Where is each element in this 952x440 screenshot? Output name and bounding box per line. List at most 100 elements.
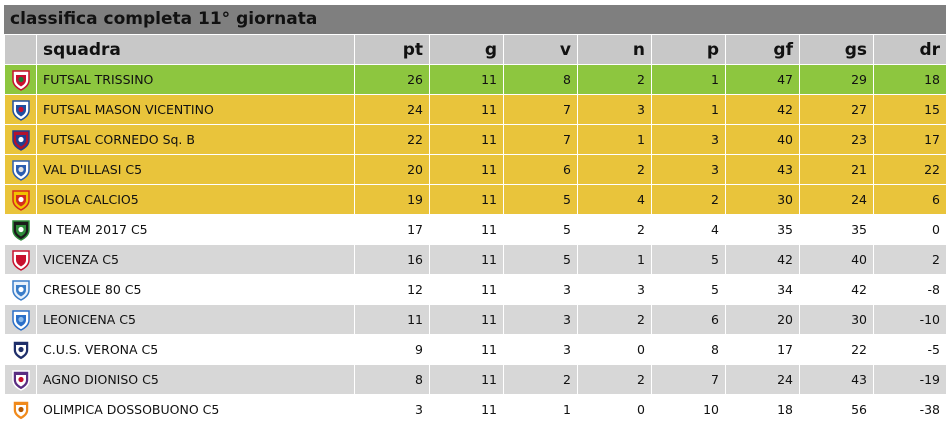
stat-pt: 17 [354,214,430,245]
stat-p: 2 [651,184,726,215]
stat-dr: -19 [873,364,947,395]
stat-gf: 18 [725,394,800,425]
mason-logo-icon [11,99,31,121]
stat-g: 11 [429,154,504,185]
team-name[interactable]: FUTSAL MASON VICENTINO [36,94,355,125]
standings-widget: classifica completa 11° giornata squadra… [4,5,947,425]
stat-pt: 12 [354,274,430,305]
stat-pt: 20 [354,154,430,185]
olimpica-logo-icon [11,399,31,421]
stat-g: 11 [429,274,504,305]
stat-n: 3 [577,274,652,305]
team-name[interactable]: VAL D'ILLASI C5 [36,154,355,185]
stat-gf: 24 [725,364,800,395]
stat-p: 10 [651,394,726,425]
stat-v: 3 [503,274,578,305]
stat-g: 11 [429,214,504,245]
stat-v: 1 [503,394,578,425]
stat-v: 2 [503,364,578,395]
stat-pt: 26 [354,64,430,95]
team-name[interactable]: OLIMPICA DOSSOBUONO C5 [36,394,355,425]
stat-v: 5 [503,214,578,245]
team-name[interactable]: ISOLA CALCIO5 [36,184,355,215]
stat-dr: -5 [873,334,947,365]
standings-title: classifica completa 11° giornata [4,5,946,34]
col-p-header: p [651,34,726,65]
col-gs-header: gs [799,34,874,65]
team-name[interactable]: C.U.S. VERONA C5 [36,334,355,365]
stat-gs: 56 [799,394,874,425]
leonicena-logo-icon [11,309,31,331]
stat-v: 5 [503,184,578,215]
trissino-logo-icon [11,69,31,91]
table-row: VAL D'ILLASI C5 20 11 6 2 3 43 21 22 [4,154,947,185]
stat-p: 6 [651,304,726,335]
table-row: LEONICENA C5 11 11 3 2 6 20 30 -10 [4,304,947,335]
stat-dr: 18 [873,64,947,95]
col-g-header: g [429,34,504,65]
stat-dr: 17 [873,124,947,155]
stat-p: 8 [651,334,726,365]
table-row: VICENZA C5 16 11 5 1 5 42 40 2 [4,244,947,275]
team-name[interactable]: FUTSAL CORNEDO Sq. B [36,124,355,155]
stat-gf: 17 [725,334,800,365]
stat-gs: 24 [799,184,874,215]
col-team-header: squadra [36,34,355,65]
table-row: N TEAM 2017 C5 17 11 5 2 4 35 35 0 [4,214,947,245]
col-pt-header: pt [354,34,430,65]
team-name[interactable]: AGNO DIONISO C5 [36,364,355,395]
team-name[interactable]: LEONICENA C5 [36,304,355,335]
illasi-logo-icon [11,159,31,181]
header-row: squadra pt g v n p gf gs dr [4,34,947,65]
stat-n: 2 [577,214,652,245]
col-v-header: v [503,34,578,65]
team-name[interactable]: N TEAM 2017 C5 [36,214,355,245]
stat-p: 3 [651,154,726,185]
stat-g: 11 [429,244,504,275]
stat-pt: 22 [354,124,430,155]
col-gf-header: gf [725,34,800,65]
stat-gs: 23 [799,124,874,155]
stat-n: 0 [577,334,652,365]
stat-n: 1 [577,124,652,155]
stat-n: 2 [577,304,652,335]
table-row: FUTSAL MASON VICENTINO 24 11 7 3 1 42 27 15 [4,94,947,125]
stat-g: 11 [429,124,504,155]
agno-logo-icon [11,369,31,391]
stat-gf: 43 [725,154,800,185]
stat-g: 11 [429,394,504,425]
cus-verona-logo-icon [11,339,31,361]
stat-n: 2 [577,364,652,395]
team-name[interactable]: CRESOLE 80 C5 [36,274,355,305]
stat-gf: 42 [725,244,800,275]
cresole-logo-icon [11,279,31,301]
team-logo-cell [4,244,37,275]
stat-p: 5 [651,244,726,275]
cornedo-logo-icon [11,129,31,151]
stat-gf: 42 [725,94,800,125]
stat-gs: 43 [799,364,874,395]
col-dr-header: dr [873,34,947,65]
stat-dr: -10 [873,304,947,335]
stat-dr: 15 [873,94,947,125]
team-name[interactable]: VICENZA C5 [36,244,355,275]
table-row: FUTSAL CORNEDO Sq. B 22 11 7 1 3 40 23 17 [4,124,947,155]
stat-gf: 35 [725,214,800,245]
team-name[interactable]: FUTSAL TRISSINO [36,64,355,95]
stat-gs: 40 [799,244,874,275]
stat-gf: 30 [725,184,800,215]
stat-dr: 6 [873,184,947,215]
team-logo-cell [4,364,37,395]
stat-gs: 21 [799,154,874,185]
stat-pt: 3 [354,394,430,425]
stat-g: 11 [429,94,504,125]
vicenza-logo-icon [11,249,31,271]
stat-g: 11 [429,364,504,395]
table-row: ISOLA CALCIO5 19 11 5 4 2 30 24 6 [4,184,947,215]
table-row: OLIMPICA DOSSOBUONO C5 3 11 1 0 10 18 56 -38 [4,394,947,425]
stat-dr: -8 [873,274,947,305]
isola-logo-icon [11,189,31,211]
table-row: C.U.S. VERONA C5 9 11 3 0 8 17 22 -5 [4,334,947,365]
stat-gs: 22 [799,334,874,365]
stat-n: 4 [577,184,652,215]
